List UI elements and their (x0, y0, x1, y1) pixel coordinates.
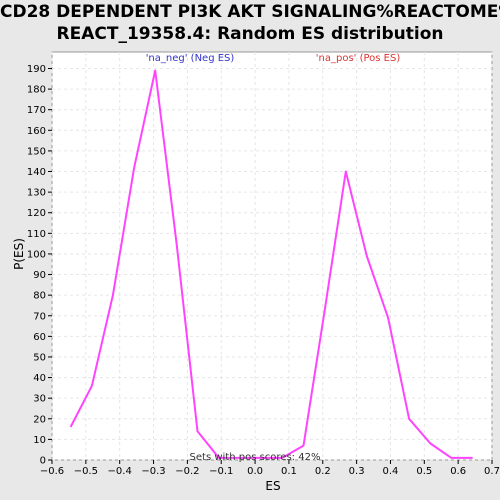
y-tick-label: 70 (33, 311, 46, 322)
x-tick-label: 0.1 (281, 466, 297, 477)
x-tick-label: −0.1 (209, 466, 233, 477)
x-tick-label: 0.2 (315, 466, 331, 477)
x-tick-label: −0.6 (40, 466, 64, 477)
y-tick-label: 150 (27, 146, 46, 157)
y-tick-label: 130 (27, 188, 46, 199)
x-tick-label: 0.6 (450, 466, 466, 477)
y-tick-label: 170 (27, 105, 46, 116)
y-tick-label: 100 (27, 249, 46, 260)
plot-area (51, 51, 493, 461)
y-tick-label: 40 (33, 373, 46, 384)
pos-scores-annotation: Sets with pos scores: 42% (190, 452, 321, 463)
y-tick-label: 140 (27, 167, 46, 178)
y-tick-label: 30 (33, 394, 46, 405)
series-group (69, 69, 473, 459)
y-tick-label: 160 (27, 126, 46, 137)
y-tick-label: 120 (27, 208, 46, 219)
y-tick-label: 20 (33, 414, 46, 425)
y-tick-label: 10 (33, 435, 46, 446)
chart-title-line2: REACT_19358.4: Random ES distribution (56, 24, 444, 44)
y-tick-label: 60 (33, 332, 46, 343)
x-tick-label: 0.0 (247, 466, 263, 477)
y-tick-label: 90 (33, 270, 46, 281)
x-tick-label: 0.5 (416, 466, 432, 477)
x-tick-label: 0.7 (484, 466, 500, 477)
legend-neg: 'na_neg' (Neg ES) (146, 53, 235, 64)
y-tick-label: 80 (33, 291, 46, 302)
y-axis-label: P(ES) (12, 238, 26, 270)
y-tick-label: 190 (27, 64, 46, 75)
es-series-line (69, 69, 473, 459)
y-tick-label: 50 (33, 352, 46, 363)
x-tick-label: 0.4 (383, 466, 399, 477)
chart-title-line1: CD28 DEPENDENT PI3K AKT SIGNALING%REACTO… (0, 2, 500, 22)
x-tick-label: −0.3 (141, 466, 165, 477)
legend-pos: 'na_pos' (Pos ES) (316, 53, 401, 64)
y-tick-label: 180 (27, 85, 46, 96)
y-tick-label: 0 (40, 456, 46, 467)
x-tick-label: 0.3 (349, 466, 365, 477)
x-tick-label: −0.4 (108, 466, 132, 477)
x-axis-ticks: −0.6 −0.5 −0.4 −0.3 −0.2 −0.1 0.0 0.1 0.2 0.3 0.4 0… (40, 460, 500, 477)
x-tick-label: −0.5 (74, 466, 98, 477)
y-axis-ticks: 0 10 20 30 40 50 60 70 80 90 100 110 120 130 140 150 160… (27, 64, 52, 467)
y-tick-label: 110 (27, 229, 46, 240)
x-tick-label: −0.2 (175, 466, 199, 477)
x-axis-label: ES (265, 479, 280, 493)
